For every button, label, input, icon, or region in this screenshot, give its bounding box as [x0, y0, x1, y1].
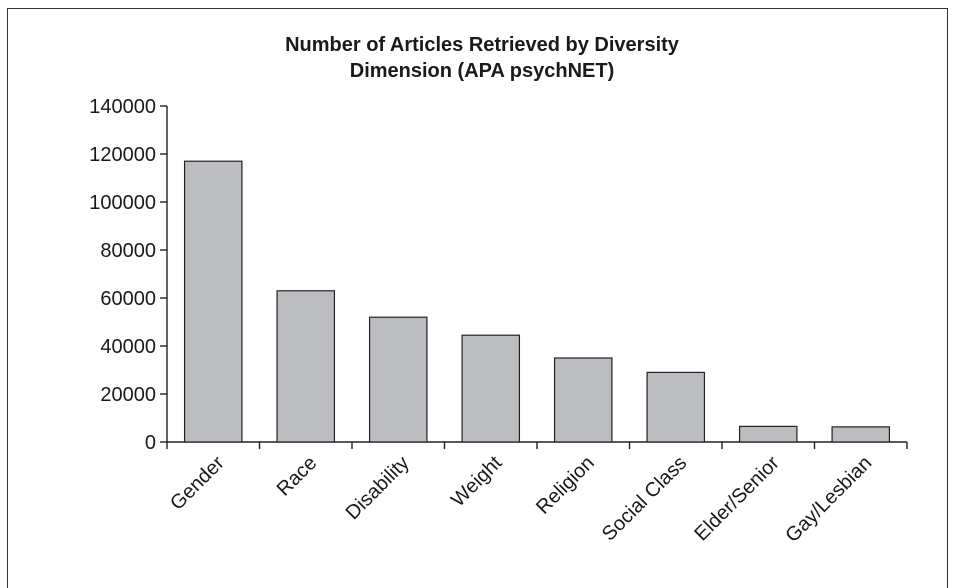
y-tick-label: 40000 — [100, 336, 156, 358]
bar-race — [276, 290, 336, 443]
x-category-label: Disability — [342, 452, 414, 524]
y-tick-label: 120000 — [89, 144, 156, 166]
bar-gay-lesbian — [831, 426, 891, 443]
x-axis — [166, 441, 908, 449]
x-category-label: Gay/Lesbian — [781, 452, 876, 547]
bar-weight — [461, 334, 521, 443]
bar-gender — [183, 160, 243, 443]
y-tick-label: 100000 — [89, 192, 156, 214]
y-tick-label: 80000 — [100, 240, 156, 262]
y-tick-label: 60000 — [100, 288, 156, 310]
x-category-label: Social Class — [598, 452, 691, 545]
y-axis: 0 20000 40000 60000 80000 100000 120000 140000 — [89, 96, 168, 454]
x-category-label: Religion — [532, 452, 599, 519]
y-tick-label: 0 — [145, 432, 156, 454]
bar-social-class — [646, 371, 706, 443]
y-tick-label: 20000 — [100, 384, 156, 406]
bars — [183, 160, 891, 443]
chart-frame — [7, 8, 948, 588]
y-tick-label: 140000 — [89, 96, 156, 118]
x-category-label: Elder/Senior — [690, 452, 784, 546]
bar-elder-senior — [738, 425, 798, 443]
bar-disability — [368, 316, 428, 443]
category-labels: Gender Race Disability Weight Religion Social… — [166, 452, 876, 547]
x-category-label: Weight — [447, 452, 507, 512]
bar-religion — [553, 357, 613, 443]
x-category-label: Gender — [166, 452, 229, 515]
x-category-label: Race — [273, 452, 322, 501]
chart-title-line-2: Dimension (APA psychNET) — [350, 60, 614, 82]
chart-title-line-1: Number of Articles Retrieved by Diversit… — [285, 34, 680, 56]
chart-title: Number of Articles Retrieved by Diversit… — [285, 34, 680, 82]
